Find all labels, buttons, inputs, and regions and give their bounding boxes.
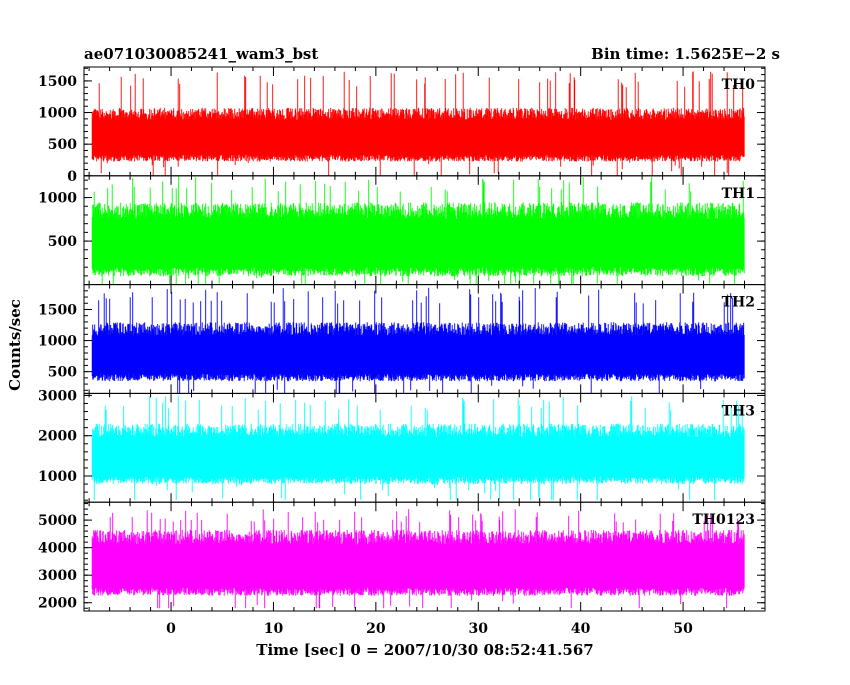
y-tick-label: 1000 — [38, 191, 77, 207]
y-tick-label: 1000 — [38, 106, 77, 122]
y-tick-label: 1500 — [38, 74, 77, 90]
y-tick-label: 1000 — [38, 334, 77, 350]
series-th0 — [91, 71, 745, 176]
x-tick-label: 50 — [673, 621, 693, 637]
panel-label-th2: TH2 — [722, 295, 755, 311]
y-tick-label: 500 — [48, 365, 77, 381]
y-tick-label: 500 — [48, 137, 77, 153]
y-tick-label: 2000 — [38, 596, 77, 612]
panel-label-th0123: TH0123 — [692, 512, 755, 528]
series-th2 — [91, 287, 745, 394]
y-tick-label: 0 — [67, 169, 77, 185]
x-axis-label: Time [sec] 0 = 2007/10/30 08:52:41.567 — [256, 641, 593, 659]
panel-th2: 500 1000 1500 TH2 — [38, 284, 766, 394]
y-tick-label: 500 — [48, 234, 77, 250]
x-tick-label: 0 — [166, 621, 176, 637]
x-tick-label: 20 — [366, 621, 386, 637]
y-tick-label: 2000 — [38, 429, 77, 445]
chart-title: ae071030085241_wam3_bst — [84, 45, 318, 63]
panel-label-th0: TH0 — [722, 77, 756, 93]
y-axis-label: Counts/sec — [6, 299, 24, 391]
panel-th1: 500 1000 TH1 — [38, 175, 766, 286]
x-tick-label: 10 — [264, 621, 284, 637]
y-tick-label: 1500 — [38, 302, 77, 318]
panel-label-th1: TH1 — [722, 186, 755, 202]
y-tick-label: 3000 — [38, 388, 77, 404]
y-tick-label: 3000 — [38, 568, 77, 584]
y-tick-label: 4000 — [38, 541, 77, 557]
panel-th0: 0 500 1000 1500 TH0 — [38, 66, 766, 185]
y-tick-label: 1000 — [38, 469, 77, 485]
x-tick-label: 30 — [469, 621, 489, 637]
bin-time-label: Bin time: 1.5625E−2 s — [591, 45, 780, 63]
series-th1 — [91, 176, 745, 285]
panel-label-th3: TH3 — [722, 403, 755, 419]
x-tick-label: 40 — [571, 621, 591, 637]
panel-frame — [83, 501, 766, 612]
panel-th0123: 2000 3000 4000 5000 TH0123 — [38, 501, 766, 612]
panel-th3: 1000 2000 3000 TH3 — [38, 388, 766, 503]
series-th0123 — [91, 509, 745, 609]
y-tick-label: 5000 — [38, 513, 77, 529]
series-th3 — [91, 395, 745, 501]
